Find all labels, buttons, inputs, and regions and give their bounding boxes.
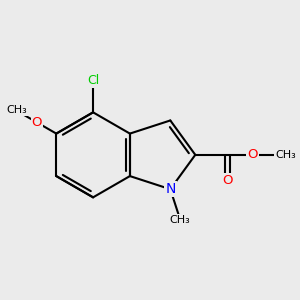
Text: O: O [32,116,42,129]
Text: Cl: Cl [87,74,99,87]
Text: O: O [222,174,232,187]
Text: O: O [248,148,258,161]
Text: CH₃: CH₃ [275,150,296,160]
Text: N: N [165,182,175,196]
Text: CH₃: CH₃ [6,106,27,116]
Text: CH₃: CH₃ [170,214,190,224]
